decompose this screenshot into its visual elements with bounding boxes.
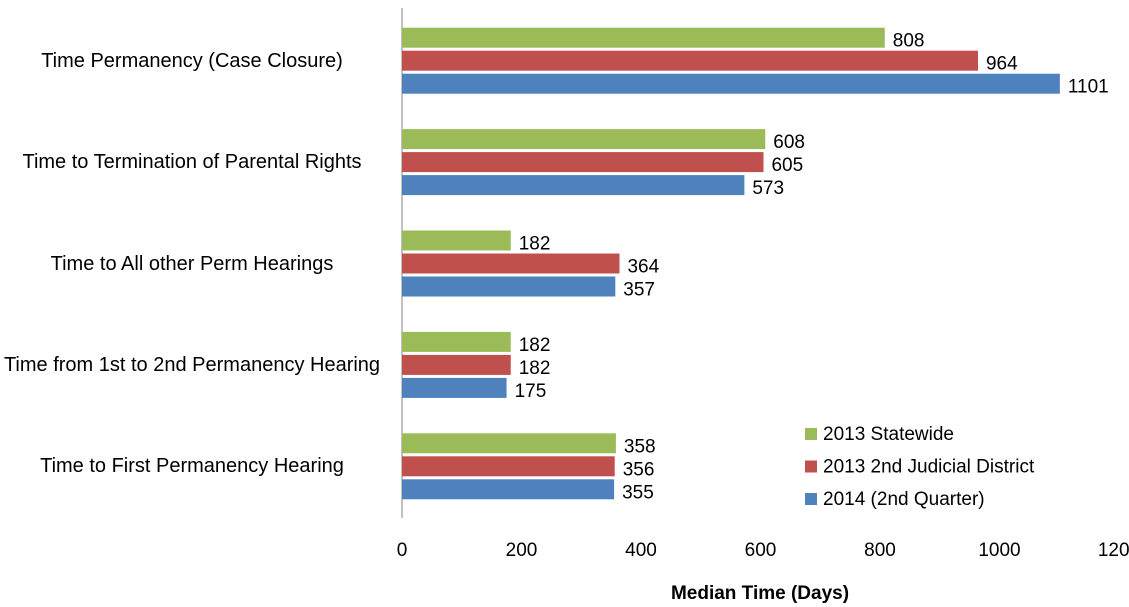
bar	[402, 377, 507, 398]
x-tick-label: 400	[625, 540, 657, 561]
value-label: 355	[622, 482, 654, 503]
y-tick-label: Time from 1st to 2nd Permanency Hearing	[3, 353, 381, 376]
bar	[402, 27, 885, 48]
bar	[402, 276, 616, 297]
x-tick-label: 0	[397, 540, 408, 561]
x-tick-label: 1000	[978, 540, 1020, 561]
x-tick-label: 800	[864, 540, 896, 561]
value-label: 357	[623, 280, 655, 301]
legend-label: 2013 Statewide	[823, 424, 954, 445]
bar	[402, 50, 978, 71]
legend-swatch	[805, 428, 817, 440]
value-label: 364	[627, 257, 659, 278]
x-tick-label: 1200	[1098, 540, 1129, 561]
bar	[402, 456, 615, 477]
y-tick-label: Time to Termination of Parental Rights	[22, 151, 362, 174]
x-tick-label: 600	[745, 540, 777, 561]
legend-swatch	[805, 460, 817, 473]
value-label: 356	[623, 459, 655, 480]
bar	[402, 479, 615, 500]
legend-swatch	[805, 493, 817, 505]
y-tick-label: Time to All other Perm Hearings	[50, 252, 334, 275]
value-label: 964	[986, 54, 1018, 75]
x-axis-label: Median Time (Days)	[671, 583, 849, 604]
value-label: 175	[515, 381, 547, 402]
y-tick-label: Time Permanency (Case Closure)	[41, 49, 343, 72]
y-tick-label: Time to First Permanency Hearing	[40, 455, 344, 478]
value-label: 808	[893, 31, 925, 52]
bar	[402, 230, 511, 251]
value-label: 605	[771, 155, 803, 176]
bar	[402, 129, 766, 150]
legend-label: 2014 (2nd Quarter)	[823, 489, 985, 510]
bar	[402, 152, 764, 173]
value-label: 358	[624, 436, 656, 457]
bar	[402, 175, 745, 196]
value-label: 608	[773, 132, 805, 153]
bar	[402, 253, 620, 274]
value-label: 182	[519, 358, 551, 379]
value-label: 182	[519, 335, 551, 356]
x-tick-label: 200	[506, 540, 538, 561]
value-label: 182	[519, 234, 551, 255]
bar	[402, 73, 1060, 94]
bar	[402, 331, 511, 352]
bar	[402, 354, 511, 375]
bar	[402, 433, 616, 454]
value-label: 1101	[1068, 77, 1109, 98]
value-label: 573	[752, 178, 784, 199]
legend-label: 2013 2nd Judicial District	[823, 457, 1035, 478]
